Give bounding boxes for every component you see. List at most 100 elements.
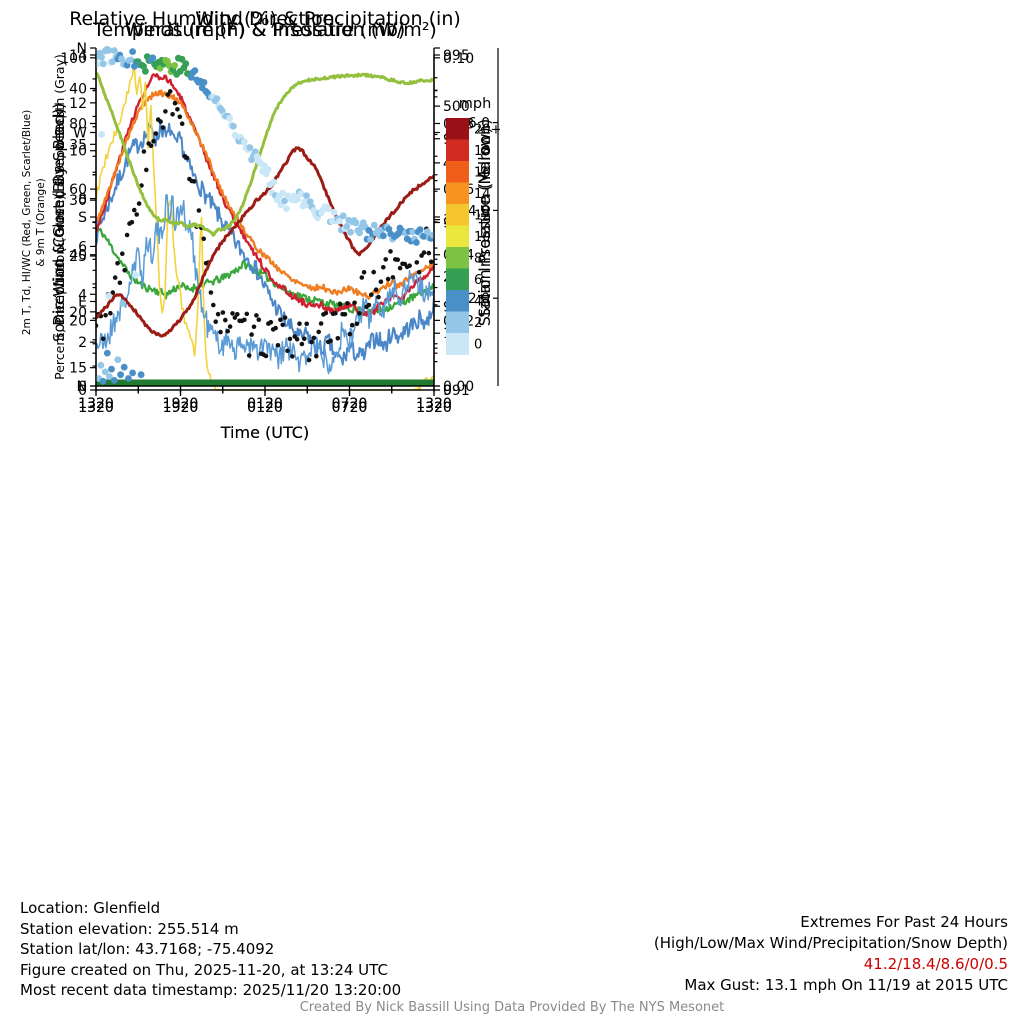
svg-text:Wind Direction: Wind Direction	[195, 8, 335, 30]
svg-text:4: 4	[474, 294, 482, 309]
svg-text:1320: 1320	[78, 400, 114, 416]
wind-direction-axes	[90, 47, 440, 392]
svg-text:16: 16	[474, 165, 491, 180]
svg-text:10: 10	[69, 144, 87, 160]
svg-text:Sonic Wind & Gust (Blue, Black: Sonic Wind & Gust (Blue, Black)	[50, 103, 68, 342]
svg-text:Relative Humidity (%) & Precip: Relative Humidity (%) & Precipitation (i…	[69, 8, 461, 30]
winds-pressure-labels: 1320192001200720132002468101214991992993…	[50, 19, 494, 442]
svg-text:Winds (mph) & Pressure (mb): Winds (mph) & Pressure (mb)	[125, 19, 406, 41]
svg-text:4.0: 4.0	[468, 203, 490, 219]
svg-text:Direction (Colored By Speed): Direction (Colored By Speed)	[50, 108, 68, 326]
winds-pressure-series	[96, 89, 434, 375]
svg-text:6: 6	[474, 273, 482, 288]
station-latlon: Station lat/lon: 43.7168; -75.4092	[20, 940, 275, 958]
svg-text:60: 60	[69, 182, 87, 198]
svg-text:991: 991	[443, 383, 470, 399]
extremes-values: 41.2/18.4/8.6/0/0.5	[863, 955, 1008, 973]
svg-text:1920: 1920	[163, 400, 199, 416]
svg-text:500: 500	[443, 99, 470, 115]
data-timestamp: Most recent data timestamp: 2025/11/20 1…	[20, 981, 402, 999]
svg-text:2: 2	[474, 316, 482, 331]
svg-text:& 9m T (Orange): & 9m T (Orange)	[35, 178, 47, 267]
wind-direction-series	[96, 45, 434, 385]
svg-text:W: W	[73, 126, 87, 142]
figure-created: Figure created on Thu, 2025-11-20, at 13…	[20, 960, 388, 979]
svg-text:1320: 1320	[416, 400, 452, 416]
svg-text:N: N	[77, 379, 87, 395]
svg-text:40: 40	[69, 82, 87, 98]
svg-text:30: 30	[69, 193, 87, 209]
extremes-title: Extremes For Past 24 Hours	[800, 913, 1008, 931]
svg-text:Solar Insolation (Yellow): Solar Insolation (Yellow)	[475, 127, 494, 318]
svg-text:0120: 0120	[247, 396, 283, 412]
svg-text:20+: 20+	[474, 122, 501, 137]
svg-text:Time (UTC): Time (UTC)	[220, 423, 309, 442]
winds-pressure-chart: 1320192001200720132002468101214991992993…	[50, 19, 494, 442]
station-elevation: Station elevation: 255.514 m	[20, 919, 239, 938]
svg-text:0: 0	[474, 337, 482, 352]
max-gust: Max Gust: 13.1 mph On 11/19 at 2015 UTC	[684, 976, 1008, 994]
station-location: Location: Glenfield	[20, 899, 161, 917]
svg-text:S: S	[78, 210, 87, 226]
svg-text:12: 12	[69, 96, 87, 112]
svg-text:1320: 1320	[416, 396, 452, 412]
svg-text:6.0: 6.0	[468, 116, 490, 132]
relative-humidity-line	[96, 71, 434, 237]
svg-text:E: E	[78, 295, 87, 311]
svg-text:2.0: 2.0	[468, 291, 490, 307]
svg-text:40: 40	[69, 248, 87, 264]
wind-direction-points-points	[96, 45, 434, 385]
wind-gust-points	[96, 89, 434, 363]
svg-text:1920: 1920	[163, 400, 199, 416]
svg-text:0720: 0720	[332, 396, 368, 412]
svg-text:995: 995	[443, 48, 470, 64]
svg-text:0120: 0120	[247, 396, 283, 412]
temp-2m-line	[96, 73, 434, 318]
humidity-precip-series	[96, 71, 434, 386]
svg-text:0720: 0720	[332, 396, 368, 412]
svg-text:Temperature (F) & Insolation (: Temperature (F) & Insolation (W/m²)	[92, 19, 437, 41]
svg-text:6: 6	[78, 239, 87, 255]
temp-9m-line	[96, 89, 434, 300]
svg-text:18: 18	[474, 144, 491, 159]
svg-text:10: 10	[474, 230, 491, 245]
svg-text:8: 8	[78, 192, 87, 208]
svg-text:25: 25	[69, 249, 87, 265]
credit-line: Created By Nick Bassill Using Data Provi…	[299, 1000, 725, 1015]
svg-text:35: 35	[69, 137, 87, 153]
svg-text:Time (UTC): Time (UTC)	[220, 423, 309, 442]
svg-text:20: 20	[69, 313, 87, 329]
svg-text:mph: mph	[459, 96, 492, 112]
svg-text:Station Pressure (Maroon): Station Pressure (Maroon)	[475, 119, 494, 326]
svg-text:0.00: 0.00	[443, 379, 474, 395]
svg-text:0: 0	[443, 383, 452, 399]
svg-text:15: 15	[69, 361, 87, 377]
svg-text:N: N	[77, 41, 87, 57]
svg-text:1320: 1320	[78, 396, 114, 412]
svg-text:8: 8	[474, 251, 482, 266]
svg-text:1320: 1320	[416, 396, 452, 412]
svg-text:0: 0	[78, 379, 87, 395]
speed-legend: mph 20+ 18 16 14 12 10 8 6 4 2 0	[446, 96, 501, 355]
svg-text:0.10: 0.10	[443, 51, 474, 67]
svg-text:1320: 1320	[416, 400, 452, 416]
svg-text:14: 14	[474, 187, 491, 202]
svg-text:2: 2	[78, 335, 87, 351]
svg-text:12: 12	[474, 208, 491, 223]
svg-text:20: 20	[69, 305, 87, 321]
svg-text:0720: 0720	[332, 400, 368, 416]
svg-text:80: 80	[69, 116, 87, 132]
svg-text:0: 0	[78, 383, 87, 399]
svg-text:2m T, Td, HI/WC (Red, Green, S: 2m T, Td, HI/WC (Red, Green, Scarlet/Blu…	[21, 110, 33, 335]
svg-text:Percent, Precipitation (Green): Percent, Precipitation (Green), & Snow D…	[52, 54, 67, 380]
svg-text:0720: 0720	[332, 400, 368, 416]
extremes-info: Extremes For Past 24 Hours (High/Low/Max…	[654, 912, 1008, 996]
svg-text:4: 4	[78, 287, 87, 303]
svg-text:1320: 1320	[78, 400, 114, 416]
sonic-wind-line	[96, 194, 434, 375]
svg-text:100: 100	[60, 51, 87, 67]
station-info: Location: Glenfield Station elevation: 2…	[20, 898, 401, 1001]
svg-text:14: 14	[69, 48, 87, 64]
